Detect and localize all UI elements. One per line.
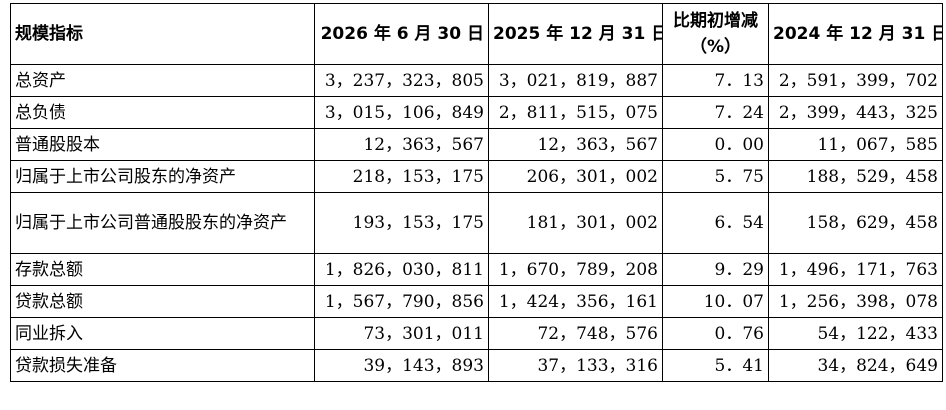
value-2025-12-31: 37，133，316	[488, 349, 663, 382]
value-2026-06-30: 12，363，567	[314, 128, 489, 161]
value-2025-12-31: 1，670，789，208	[488, 253, 663, 286]
row-label: 归属于上市公司普通股股东的净资产	[10, 192, 315, 254]
value-2026-06-30: 218，153，175	[314, 160, 489, 193]
row-label: 归属于上市公司股东的净资产	[10, 160, 315, 193]
table-row: 归属于上市公司普通股股东的净资产 193，153，175 181，301，002…	[10, 192, 943, 254]
value-change-pct: 5．75	[662, 160, 769, 193]
header-change-pct: 比期初增减（%）	[662, 3, 769, 65]
table-row: 归属于上市公司股东的净资产 218，153，175 206，301，002 5．…	[10, 160, 943, 193]
value-change-pct: 9．29	[662, 253, 769, 286]
table-header-row: 规模指标 2026 年 6 月 30 日 2025 年 12 月 31 日 比期…	[10, 3, 943, 65]
value-2024-12-31: 1，256，398，078	[768, 285, 943, 318]
value-2024-12-31: 11，067，585	[768, 128, 943, 161]
table-row: 贷款损失准备 39，143，893 37，133，316 5．41 34，824…	[10, 349, 943, 382]
table-row: 存款总额 1，826，030，811 1，670，789，208 9．29 1，…	[10, 253, 943, 286]
value-2026-06-30: 3，015，106，849	[314, 96, 489, 129]
row-label: 总资产	[10, 64, 315, 97]
value-2025-12-31: 1，424，356，161	[488, 285, 663, 318]
value-change-pct: 7．13	[662, 64, 769, 97]
value-change-pct: 0．76	[662, 317, 769, 350]
table-row: 总资产 3，237，323，805 3，021，819，887 7．13 2，5…	[10, 64, 943, 97]
value-2024-12-31: 54，122，433	[768, 317, 943, 350]
table-row: 普通股股本 12，363，567 12，363，567 0．00 11，067，…	[10, 128, 943, 161]
value-2024-12-31: 2，399，443，325	[768, 96, 943, 129]
table-row: 贷款总额 1，567，790，856 1，424，356，161 10．07 1…	[10, 285, 943, 318]
value-change-pct: 10．07	[662, 285, 769, 318]
value-2026-06-30: 1，826，030，811	[314, 253, 489, 286]
row-label: 贷款总额	[10, 285, 315, 318]
value-change-pct: 6．54	[662, 192, 769, 254]
table-row: 同业拆入 73，301，011 72，748，576 0．76 54，122，4…	[10, 317, 943, 350]
value-2024-12-31: 34，824，649	[768, 349, 943, 382]
value-2026-06-30: 73，301，011	[314, 317, 489, 350]
value-2026-06-30: 193，153，175	[314, 192, 489, 254]
value-2025-12-31: 206，301，002	[488, 160, 663, 193]
row-label: 贷款损失准备	[10, 349, 315, 382]
row-label: 总负债	[10, 96, 315, 129]
value-2025-12-31: 3，021，819，887	[488, 64, 663, 97]
value-2026-06-30: 1，567，790，856	[314, 285, 489, 318]
table-row: 总负债 3，015，106，849 2，811，515，075 7．24 2，3…	[10, 96, 943, 129]
value-2024-12-31: 188，529，458	[768, 160, 943, 193]
row-label: 普通股股本	[10, 128, 315, 161]
value-2026-06-30: 39，143，893	[314, 349, 489, 382]
header-2024-12-31: 2024 年 12 月 31 日	[768, 3, 943, 65]
row-label: 存款总额	[10, 253, 315, 286]
value-2025-12-31: 72，748，576	[488, 317, 663, 350]
scale-indicators-table: 规模指标 2026 年 6 月 30 日 2025 年 12 月 31 日 比期…	[10, 3, 943, 382]
value-2025-12-31: 12，363，567	[488, 128, 663, 161]
value-change-pct: 7．24	[662, 96, 769, 129]
header-indicator: 规模指标	[10, 3, 315, 65]
value-2024-12-31: 2，591，399，702	[768, 64, 943, 97]
value-2025-12-31: 2，811，515，075	[488, 96, 663, 129]
value-2025-12-31: 181，301，002	[488, 192, 663, 254]
value-change-pct: 5．41	[662, 349, 769, 382]
header-2026-06-30: 2026 年 6 月 30 日	[314, 3, 489, 65]
value-2024-12-31: 158，629，458	[768, 192, 943, 254]
header-2025-12-31: 2025 年 12 月 31 日	[488, 3, 663, 65]
row-label: 同业拆入	[10, 317, 315, 350]
value-2024-12-31: 1，496，171，763	[768, 253, 943, 286]
value-change-pct: 0．00	[662, 128, 769, 161]
value-2026-06-30: 3，237，323，805	[314, 64, 489, 97]
